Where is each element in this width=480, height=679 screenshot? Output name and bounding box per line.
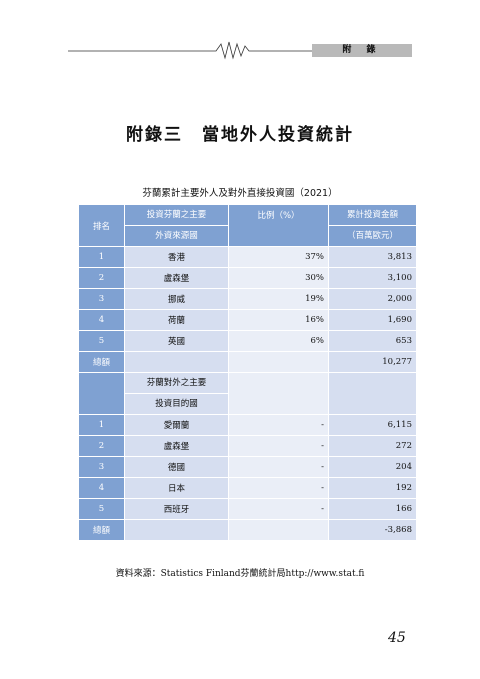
pct-cell: -: [228, 414, 329, 436]
pct-cell: -: [228, 498, 329, 520]
rank-cell: 1: [78, 246, 125, 268]
total-label: 總額: [78, 519, 125, 541]
pct-cell: 37%: [228, 246, 329, 268]
rank-cell: 1: [78, 414, 125, 436]
outbound-total-row: 總額 -3,868: [78, 519, 417, 541]
value-cell: 2,000: [328, 288, 417, 310]
table-row: 5 英國 6% 653: [78, 330, 417, 352]
total-label: 總額: [78, 351, 125, 373]
country-cell: 西班牙: [124, 498, 229, 520]
pct-cell: 6%: [228, 330, 329, 352]
source-note: 資料來源：Statistics Finland芬蘭統計局http://www.s…: [115, 569, 365, 579]
rank-cell: 2: [78, 435, 125, 457]
rank-header: 排名: [78, 204, 125, 247]
outbound-header-empty-pct: [228, 372, 329, 415]
rank-cell: 3: [78, 456, 125, 478]
value-cell: 6,115: [328, 414, 417, 436]
country-cell: 盧森堡: [124, 435, 229, 457]
total-empty-country: [124, 351, 229, 373]
country-cell: 愛爾蘭: [124, 414, 229, 436]
table-row: 5 西班牙 -166: [78, 498, 417, 520]
country-cell: 荷蘭: [124, 309, 229, 331]
pct-cell: -: [228, 477, 329, 499]
table-caption: 芬蘭累計主要外人及對外直接投資國（2021）: [142, 188, 338, 199]
total-empty-pct: [228, 519, 329, 541]
table-row: 4 荷蘭 16% 1,690: [78, 309, 417, 331]
country-header-line1: 投資芬蘭之主要: [124, 204, 229, 226]
value-cell: 3,813: [328, 246, 417, 268]
country-cell: 日本: [124, 477, 229, 499]
country-cell: 盧森堡: [124, 267, 229, 289]
table-row: 4 日本 -192: [78, 477, 417, 499]
heartbeat-line-decoration: [68, 41, 312, 60]
table-row: 3 德國 -204: [78, 456, 417, 478]
value-cell: 166: [328, 498, 417, 520]
outbound-header-line1: 芬蘭對外之主要: [124, 372, 229, 394]
country-header-line2: 外資來源國: [124, 225, 229, 247]
pct-cell: -: [228, 435, 329, 457]
value-cell: 204: [328, 456, 417, 478]
pct-cell: 16%: [228, 309, 329, 331]
value-header-line2: （百萬歐元）: [328, 225, 417, 247]
header-row-2: 外資來源國 （百萬歐元）: [79, 225, 417, 247]
table-row: 1 愛爾蘭 -6,115: [78, 414, 417, 436]
page-title: 附錄三 當地外人投資統計: [126, 125, 354, 145]
pct-header: 比例（%）: [228, 204, 329, 247]
appendix-tab: 附 錄: [312, 44, 412, 57]
rank-cell: 5: [78, 330, 125, 352]
value-cell: 653: [328, 330, 417, 352]
value-cell: 192: [328, 477, 417, 499]
rank-cell: 3: [78, 288, 125, 310]
country-cell: 挪威: [124, 288, 229, 310]
total-empty-pct: [228, 351, 329, 373]
value-cell: 1,690: [328, 309, 417, 331]
rank-cell: 4: [78, 477, 125, 499]
table-row: 2 盧森堡 30% 3,100: [78, 267, 417, 289]
rank-cell: 5: [78, 498, 125, 520]
country-cell: 英國: [124, 330, 229, 352]
value-cell: 272: [328, 435, 417, 457]
table-row: 2 盧森堡 -272: [78, 435, 417, 457]
page-number: 45: [388, 630, 406, 646]
value-header-line1: 累計投資金額: [328, 204, 417, 226]
pct-cell: 19%: [228, 288, 329, 310]
rank-cell: 4: [78, 309, 125, 331]
total-value: -3,868: [328, 519, 417, 541]
total-value: 10,277: [328, 351, 417, 373]
table-row: 1 香港 37% 3,813: [78, 246, 417, 268]
total-empty-country: [124, 519, 229, 541]
page-header: 附 錄: [0, 0, 480, 70]
outbound-header-row: 芬蘭對外之主要: [78, 372, 417, 415]
table-row: 3 挪威 19% 2,000: [78, 288, 417, 310]
outbound-header-empty-rank: [78, 372, 125, 415]
pct-cell: -: [228, 456, 329, 478]
outbound-header-line2: 投資目的國: [124, 393, 229, 415]
inbound-total-row: 總額 10,277: [78, 351, 417, 373]
pct-cell: 30%: [228, 267, 329, 289]
investment-table: 排名 投資芬蘭之主要 比例（%） 累計投資金額 外資來源國 （百萬歐元） 1 香港…: [78, 204, 417, 541]
header-row: 排名 投資芬蘭之主要 比例（%） 累計投資金額: [78, 204, 417, 247]
country-cell: 香港: [124, 246, 229, 268]
outbound-header-empty-value: [328, 372, 417, 415]
rank-cell: 2: [78, 267, 125, 289]
country-cell: 德國: [124, 456, 229, 478]
value-cell: 3,100: [328, 267, 417, 289]
